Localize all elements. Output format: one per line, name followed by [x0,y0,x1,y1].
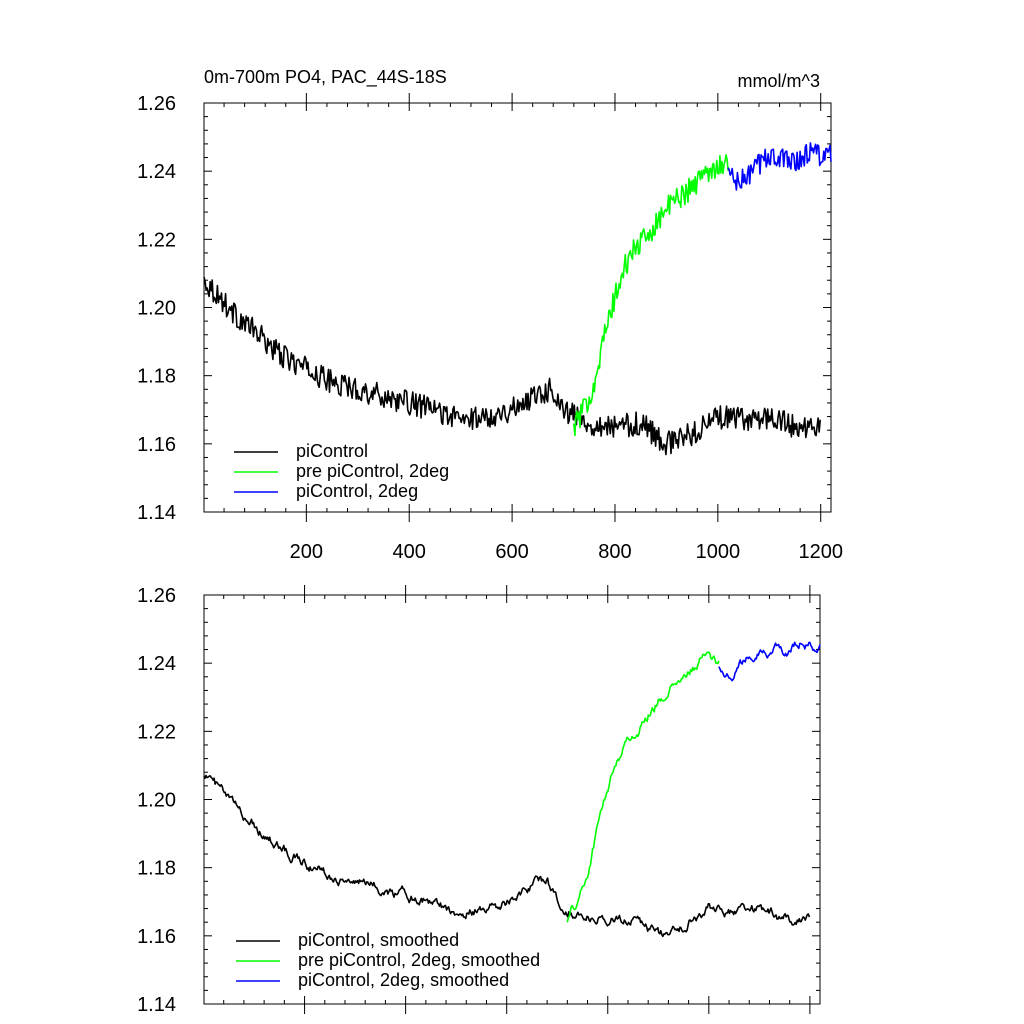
tick-marks [204,585,820,1014]
y-tick-labels: 1.14 1.16 1.18 1.20 1.22 1.24 1.26 [137,93,176,524]
y-tick-label: 1.20 [137,790,176,812]
chart-title: 0m-700m PO4, PAC_44S-18S [204,67,447,88]
y-tick-label: 1.16 [137,434,176,456]
legend-label: pre piControl, 2deg [296,461,449,481]
series-lines [203,142,832,456]
series-line [203,276,821,456]
y-tick-label: 1.14 [137,994,176,1016]
y-tick-label: 1.18 [137,858,176,880]
legend-label: piControl, 2deg, smoothed [298,970,509,990]
series-line [203,774,811,938]
legend-label: piControl, smoothed [298,930,459,950]
series-line [718,641,821,682]
y-tick-label: 1.24 [137,161,176,183]
series-line [566,651,720,923]
y-tick-label: 1.16 [137,926,176,948]
x-tick-label: 800 [598,541,631,563]
bottom-panel: 1.14 1.16 1.18 1.20 1.22 1.24 1.26 piControl, … [137,585,821,1016]
legend-label: piControl [296,441,368,461]
y-tick-label: 1.18 [137,366,176,388]
tick-marks [204,93,831,522]
x-tick-label: 1200 [798,541,843,563]
y-tick-labels: 1.14 1.16 1.18 1.20 1.22 1.24 1.26 [137,585,176,1016]
top-panel: 0m-700m PO4, PAC_44S-18S mmol/m^3 1.141.… [137,67,843,563]
x-tick-label: 600 [495,541,528,563]
y-tick-label: 1.22 [137,721,176,743]
legend-label: pre piControl, 2deg, smoothed [298,950,540,970]
series-line [573,154,729,437]
series-line [727,142,832,191]
units-label: mmol/m^3 [738,71,820,91]
y-tick-label: 1.26 [137,93,176,115]
x-tick-label: 1000 [696,541,741,563]
x-tick-label: 400 [393,541,426,563]
legend-label: piControl, 2deg [296,481,418,501]
y-tick-label: 1.14 [137,502,176,524]
plot-frame [203,594,821,1005]
y-tick-label: 1.24 [137,653,176,675]
y-tick-label: 1.20 [137,298,176,320]
y-tick-label: 1.22 [137,229,176,251]
x-tick-label: 200 [290,541,323,563]
series-lines [203,641,821,938]
x-tick-labels: 200 400 600 800 1000 1200 [290,541,843,563]
y-tick-label: 1.26 [137,585,176,607]
